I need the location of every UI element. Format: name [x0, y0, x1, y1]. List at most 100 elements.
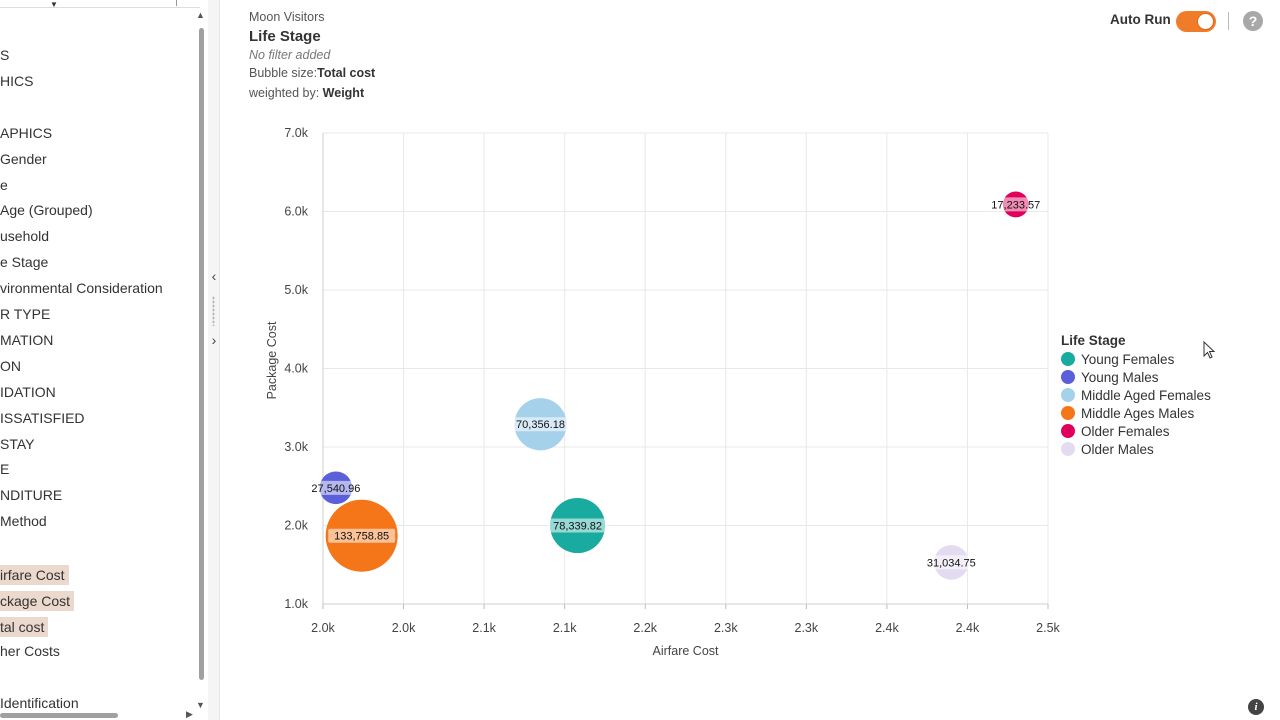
field-item[interactable]: usehold [0, 228, 50, 245]
legend-label: Young Females [1081, 351, 1175, 367]
field-item[interactable]: irfare Cost [0, 565, 69, 585]
field-item[interactable]: Identification [0, 694, 79, 711]
divider [176, 0, 177, 6]
legend-swatch [1061, 406, 1075, 420]
field-item[interactable]: ON [0, 357, 21, 374]
bubble-size-value: Total cost [317, 66, 376, 80]
chart-title: Life Stage [249, 28, 321, 45]
field-item[interactable]: Method [0, 513, 47, 530]
field-item[interactable]: HICS [0, 72, 34, 89]
field-item[interactable]: E [0, 461, 10, 478]
legend-items: Young Females Young Males Middle Aged Fema… [1061, 350, 1211, 458]
chart-legend: Life Stage Young Females Young Males Middl… [1061, 333, 1211, 458]
legend-item[interactable]: Middle Aged Females [1061, 386, 1211, 404]
bubble-label: 133,758.85 [334, 531, 389, 543]
bubble-label: 31,034.75 [927, 557, 976, 569]
x-tick-label: 2.3k [795, 621, 819, 635]
bubble-label: 70,356.18 [516, 419, 565, 431]
legend-item[interactable]: Young Females [1061, 350, 1211, 368]
field-item[interactable]: ISSATISFIED [0, 409, 85, 426]
y-tick-label: 1.0k [284, 597, 308, 611]
x-tick-label: 2.1k [553, 621, 577, 635]
legend-item[interactable]: Older Females [1061, 422, 1211, 440]
field-item[interactable]: e [0, 176, 8, 193]
info-icon[interactable]: i [1248, 699, 1264, 715]
x-tick-label: 2.3k [714, 621, 738, 635]
field-item[interactable]: Gender [0, 150, 47, 167]
legend-label: Older Males [1081, 441, 1154, 457]
field-item[interactable]: e Stage [0, 254, 49, 271]
chevron-down-icon[interactable]: ▼ [50, 0, 58, 9]
field-item[interactable]: S [0, 47, 10, 63]
y-tick-label: 5.0k [284, 283, 308, 297]
x-axis-title: Airfare Cost [653, 644, 720, 658]
field-item[interactable]: NDITURE [0, 487, 63, 504]
legend-swatch [1061, 424, 1075, 438]
scroll-right-icon[interactable]: ▶ [186, 709, 193, 719]
bubble-chart: 2.0k 2.0k 2.1k 2.1k 2.2k 2.3k 2.3k 2.4k 2.4k 2.5k… [265, 126, 1061, 658]
horizontal-scrollbar[interactable] [0, 713, 118, 718]
y-tick-label: 4.0k [284, 362, 308, 376]
dataset-name: Moon Visitors [249, 10, 325, 24]
legend-item[interactable]: Middle Ages Males [1061, 404, 1211, 422]
legend-item[interactable]: Young Males [1061, 368, 1211, 386]
bubble-size-info: Bubble size:Total cost [249, 66, 375, 80]
auto-run-label: Auto Run [1110, 12, 1171, 27]
field-list-panel: ▼ S HICS APHICS Gender e Age (Grouped) useho… [0, 0, 208, 720]
legend-label: Young Males [1081, 369, 1159, 385]
toggle-knob [1197, 13, 1214, 30]
x-tick-label: 2.1k [472, 621, 496, 635]
collapse-left-icon[interactable]: ‹ [211, 268, 217, 284]
y-tick-label: 6.0k [284, 205, 308, 219]
scroll-down-icon[interactable]: ▼ [196, 700, 205, 710]
legend-label: Middle Ages Males [1081, 405, 1195, 421]
field-item[interactable]: MATION [0, 331, 54, 348]
y-tick-label: 7.0k [284, 126, 308, 140]
x-tick-label: 2.4k [956, 621, 980, 635]
bubble-label: 27,540.96 [311, 483, 360, 495]
scroll-up-icon[interactable]: ▲ [196, 10, 205, 20]
field-item[interactable]: APHICS [0, 124, 53, 141]
bubble-label-bg [985, 197, 1047, 212]
bubble-label-bg [920, 555, 982, 570]
panel-splitter[interactable]: ‹ › [208, 0, 220, 720]
field-item[interactable]: vironmental Consideration [0, 280, 163, 297]
field-item[interactable]: R TYPE [0, 306, 51, 322]
field-item[interactable]: ckage Cost [0, 590, 75, 611]
filter-status: No filter added [249, 48, 331, 62]
drag-handle[interactable] [212, 296, 215, 326]
weighted-by-info: weighted by: Weight [249, 86, 364, 100]
chart-panel: Moon Visitors Life Stage No filter added… [221, 0, 1280, 720]
field-item[interactable]: STAY [0, 435, 35, 452]
legend-swatch [1061, 388, 1075, 402]
legend-swatch [1061, 442, 1075, 456]
legend-title: Life Stage [1061, 333, 1126, 348]
bubble-label: 17,233.57 [991, 199, 1040, 211]
bubble-label-bg [547, 518, 608, 533]
vertical-scrollbar[interactable] [199, 28, 204, 680]
question-circle-icon[interactable]: ? [1243, 11, 1263, 31]
bubble-size-label: Bubble size: [249, 66, 318, 80]
legend-label: Older Females [1081, 423, 1170, 439]
x-tick-label: 2.5k [1036, 621, 1060, 635]
bubble-label-bg [510, 417, 571, 432]
x-tick-label: 2.2k [633, 621, 657, 635]
field-item[interactable]: tal cost [0, 616, 49, 637]
field-item[interactable]: IDATION [0, 383, 56, 400]
expand-right-icon[interactable]: › [211, 332, 217, 348]
weighted-by-label: weighted by: [249, 86, 320, 100]
y-tick-label: 2.0k [284, 519, 308, 533]
bubble-label: 78,339.82 [553, 521, 602, 533]
toolbar-divider [1228, 12, 1229, 30]
x-tick-label: 2.4k [875, 621, 899, 635]
legend-swatch [1061, 370, 1075, 384]
field-item[interactable]: Age (Grouped) [0, 202, 93, 219]
legend-swatch [1061, 352, 1075, 366]
auto-run-toggle[interactable] [1176, 11, 1216, 32]
legend-item[interactable]: Older Males [1061, 440, 1211, 458]
x-tick-label: 2.0k [392, 621, 416, 635]
field-item[interactable]: her Costs [0, 642, 60, 659]
field-list-header: ▼ [0, 0, 200, 9]
mouse-cursor-icon [1203, 341, 1216, 359]
bubble-label-bg [305, 480, 367, 495]
